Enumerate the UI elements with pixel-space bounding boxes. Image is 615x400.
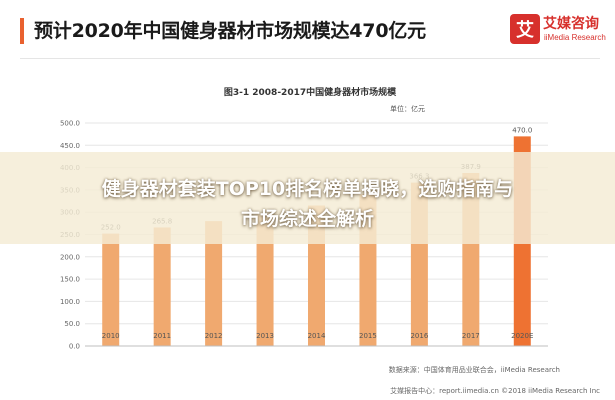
chart-source: 数据来源：中国体育用品业联合会，iiMedia Research <box>389 365 560 374</box>
logo-icon-badge <box>510 14 540 44</box>
logo-english-name: iiMedia Research <box>544 33 606 42</box>
y-tick-label: 100.0 <box>60 298 80 306</box>
chart-unit: 单位：亿元 <box>390 104 425 113</box>
iimedia-logo[interactable]: 艾 艾媒咨询 iiMedia Research <box>510 12 610 46</box>
x-tick-label: 2015 <box>359 332 377 340</box>
x-tick-label: 2014 <box>308 332 326 340</box>
iimedia-logo-icon: 艾 <box>510 14 540 44</box>
bar-2010 <box>102 233 120 346</box>
headline-accent-bar <box>20 18 24 44</box>
article-title-overlay <box>0 152 615 244</box>
y-tick-label: 50.0 <box>64 320 80 328</box>
y-tick-label: 450.0 <box>60 142 80 150</box>
y-tick-label: 0.0 <box>69 343 80 351</box>
y-tick-label: 500.0 <box>60 120 80 128</box>
page-headline: 预计2020年中国健身器材市场规模达470亿元 <box>34 20 426 42</box>
x-tick-label: 2016 <box>410 332 428 340</box>
article-title-line-1[interactable]: 健身器材套装TOP10排名榜单揭晓，选购指南与 <box>101 178 514 200</box>
y-tick-label: 200.0 <box>60 253 80 261</box>
x-tick-label: 2012 <box>205 332 223 340</box>
chart-title: 图3-1 2008-2017中国健身器材市场规模 <box>224 86 397 98</box>
bar-2011 <box>153 227 171 346</box>
x-tick-label: 2017 <box>462 332 480 340</box>
x-tick-label: 2010 <box>102 332 120 340</box>
data-label-2020E: 470.0 <box>512 126 532 134</box>
header-divider <box>20 58 600 59</box>
x-tick-label: 2011 <box>153 332 171 340</box>
bar-2012 <box>205 221 223 346</box>
x-tick-labels: 2010 2011 2012 2013 2014 2015 2016 2017 2020E <box>102 332 534 340</box>
bar-2013 <box>256 214 274 346</box>
article-title-line-2[interactable]: 市场综述全解析 <box>240 208 374 230</box>
y-tick-label: 150.0 <box>60 276 80 284</box>
logo-icon-glyph: 艾 <box>516 19 534 41</box>
x-tick-label: 2013 <box>256 332 274 340</box>
chart-footer: 艾媒报告中心：report.iimedia.cn ©2018 iiMedia R… <box>390 386 600 395</box>
x-tick-label: 2020E <box>511 332 533 340</box>
logo-chinese-name: 艾媒咨询 <box>543 16 599 32</box>
